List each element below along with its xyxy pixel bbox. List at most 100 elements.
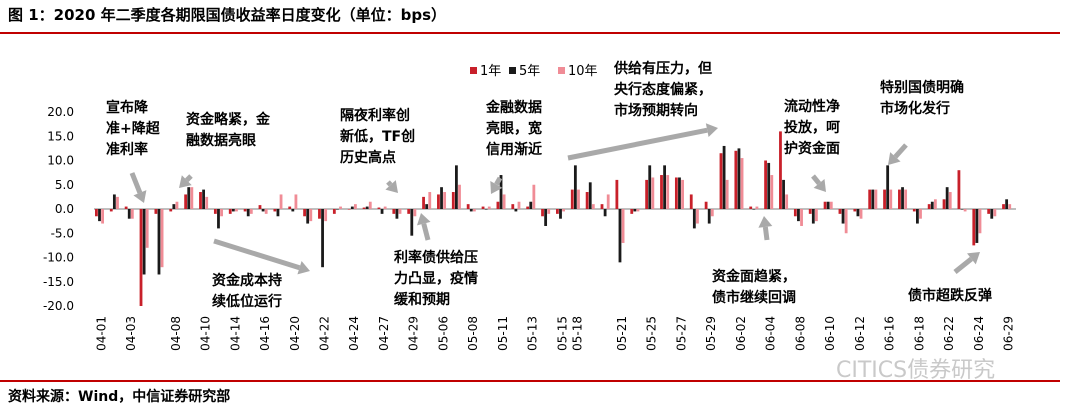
- bar-y5: [648, 165, 652, 209]
- annotation-text: 资金略紧，金: [186, 111, 271, 128]
- x-tick-label: 05-15: [555, 316, 569, 351]
- bar-y10: [368, 201, 372, 209]
- bar-y1: [898, 189, 901, 209]
- bar-y5: [707, 209, 711, 224]
- arrow-shaft: [762, 226, 770, 241]
- bar-y5: [98, 209, 101, 222]
- bar-y1: [243, 209, 247, 212]
- bar-y10: [279, 194, 283, 209]
- bar-y1: [377, 207, 381, 209]
- bar-y5: [1005, 199, 1009, 209]
- bar-y5: [841, 209, 845, 224]
- legend-label-y5: 5年: [519, 64, 540, 79]
- source-note: 资料来源：Wind，中信证券研究部: [8, 389, 231, 405]
- bar-y10: [413, 209, 417, 217]
- bar-y5: [603, 209, 607, 217]
- bar-y5: [618, 209, 622, 263]
- bar-y5: [990, 209, 994, 219]
- bar-y10: [175, 201, 179, 209]
- legend: 1年 5年 10年: [470, 64, 598, 79]
- legend-swatch-y5: [509, 67, 516, 74]
- bar-y1: [660, 175, 663, 209]
- bar-y5: [276, 209, 280, 217]
- x-tick-label: 05-11: [496, 316, 510, 351]
- bar-y1: [362, 207, 366, 209]
- bar-y1: [689, 194, 693, 209]
- bar-y10: [309, 209, 313, 222]
- bar-y1: [288, 206, 292, 209]
- bar-y5: [142, 209, 146, 275]
- bar-y5: [127, 209, 131, 219]
- bar-y1: [169, 209, 173, 212]
- bar-y5: [187, 187, 191, 209]
- x-tick-label: 06-04: [764, 316, 778, 351]
- bar-y1: [318, 209, 321, 219]
- bar-y1: [213, 209, 217, 214]
- bar-y10: [130, 209, 134, 219]
- bar-y1: [779, 131, 782, 209]
- bar-y10: [249, 209, 253, 214]
- bar-y5: [246, 209, 250, 217]
- bar-y5: [321, 209, 324, 268]
- legend-label-y1: 1年: [480, 64, 501, 79]
- bar-y10: [354, 204, 357, 209]
- bar-y5: [202, 189, 205, 209]
- bar-y5: [663, 165, 666, 209]
- bar-y5: [588, 182, 592, 209]
- bar-y10: [532, 184, 536, 209]
- legend-swatch-y10: [558, 67, 565, 74]
- bar-y1: [972, 209, 976, 246]
- bar-y1: [838, 209, 842, 214]
- x-tick-label: 06-18: [912, 316, 926, 351]
- annotation-text: 资金面趋紧，: [712, 268, 796, 285]
- x-tick-label: 05-27: [674, 316, 688, 351]
- arrow-head: [490, 180, 503, 194]
- bar-y5: [157, 209, 161, 275]
- bar-y1: [764, 160, 767, 209]
- bar-y10: [621, 209, 625, 243]
- bar-y10: [339, 206, 342, 209]
- bar-y10: [443, 192, 447, 209]
- bar-y5: [678, 177, 681, 209]
- bar-y1: [466, 204, 470, 209]
- yield-change-chart: 20.0 15.0 10.0 5.0 0.0 -5.0 -10.0 -15.0 -20.0 04-…: [43, 60, 1016, 351]
- arrow-layer: [129, 123, 980, 275]
- bar-y5: [797, 209, 800, 222]
- annotation-text: 融数据亮眼: [186, 132, 256, 149]
- x-tick-label: 06-29: [1002, 316, 1016, 351]
- y-tick-label: -5.0: [51, 226, 74, 240]
- x-tick-label: 06-10: [823, 316, 837, 351]
- x-tick-label: 06-02: [734, 316, 748, 351]
- bar-y5: [499, 175, 503, 209]
- bar-y5: [514, 209, 518, 212]
- bar-y10: [800, 209, 803, 226]
- bottom-rule: [0, 380, 1060, 382]
- bar-y10: [696, 209, 699, 224]
- arrow-shaft: [811, 174, 822, 186]
- bar-y10: [889, 189, 893, 209]
- bar-y5: [856, 209, 860, 217]
- bar-y10: [1008, 204, 1012, 209]
- bar-y5: [722, 145, 726, 209]
- bar-y1: [823, 201, 827, 209]
- bar-y10: [562, 209, 565, 212]
- annotation-text: 缓和预期: [394, 291, 450, 308]
- bar-y10: [577, 189, 580, 209]
- bar-y5: [469, 209, 473, 212]
- bar-y10: [547, 209, 551, 214]
- bar-y5: [410, 209, 414, 236]
- bar-y10: [933, 199, 937, 209]
- bar-y1: [437, 194, 440, 209]
- bar-y10: [190, 187, 194, 209]
- bar-y10: [502, 194, 506, 209]
- arrow-head: [967, 252, 980, 265]
- bar-y5: [484, 209, 488, 210]
- x-tick-label: 04-03: [124, 316, 138, 351]
- arrow-shaft: [953, 256, 973, 274]
- bar-y5: [261, 209, 265, 212]
- arrow-shaft: [567, 127, 708, 161]
- bar-y10: [264, 209, 268, 214]
- x-tick-label: 04-08: [169, 316, 183, 351]
- y-tick-label: -10.0: [43, 251, 74, 265]
